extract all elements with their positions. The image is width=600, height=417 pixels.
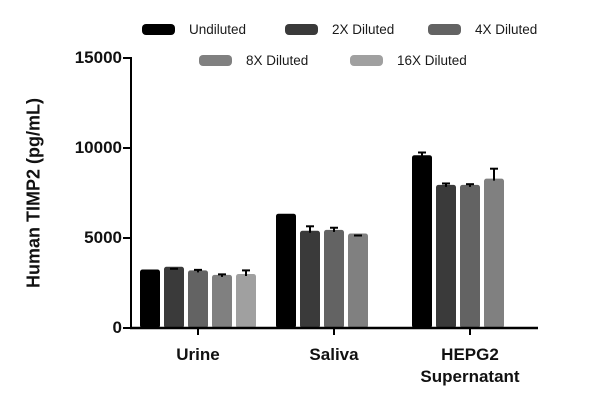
bar bbox=[140, 269, 160, 328]
legend-item-2x: 2X Diluted bbox=[285, 21, 395, 37]
bar bbox=[484, 178, 504, 328]
x-category-label-saliva: Saliva bbox=[309, 345, 359, 364]
legend-item-8x: 8X Diluted bbox=[199, 52, 309, 68]
legend-item-16x: 16X Diluted bbox=[350, 52, 467, 68]
legend-label: 2X Diluted bbox=[332, 21, 395, 37]
x-category-label-supernatant: Supernatant bbox=[420, 367, 520, 386]
legend-swatch-2x bbox=[285, 23, 318, 35]
y-tick-label: 0 bbox=[112, 318, 122, 337]
bar bbox=[348, 233, 368, 328]
bar bbox=[212, 274, 232, 328]
bar bbox=[300, 230, 320, 328]
legend-item-4x: 4X Diluted bbox=[428, 21, 538, 37]
legend-swatch-4x bbox=[428, 23, 461, 35]
y-tick-label: 5000 bbox=[84, 228, 122, 247]
bar bbox=[324, 229, 344, 328]
bar bbox=[188, 270, 208, 328]
legend-label: 4X Diluted bbox=[475, 21, 538, 37]
y-axis-title: Human TIMP2 (pg/mL) bbox=[23, 98, 44, 288]
legend-swatch-16x bbox=[350, 54, 383, 66]
bar bbox=[436, 184, 456, 328]
bar bbox=[460, 184, 480, 328]
x-category-label-urine: Urine bbox=[176, 345, 220, 364]
bar bbox=[236, 274, 256, 328]
legend-swatch-8x bbox=[199, 54, 232, 66]
legend-label: 16X Diluted bbox=[397, 52, 467, 68]
legend-label: Undiluted bbox=[189, 21, 247, 37]
legend-item-undiluted: Undiluted bbox=[142, 21, 247, 37]
legend-swatch-undiluted bbox=[142, 23, 175, 35]
y-tick-label: 10000 bbox=[74, 138, 122, 157]
legend-label: 8X Diluted bbox=[246, 52, 309, 68]
bar bbox=[412, 155, 432, 328]
y-tick-label: 15000 bbox=[74, 48, 122, 67]
bar bbox=[276, 213, 296, 328]
bar bbox=[164, 266, 184, 328]
x-category-label-hepg2: HEPG2 bbox=[441, 345, 499, 364]
